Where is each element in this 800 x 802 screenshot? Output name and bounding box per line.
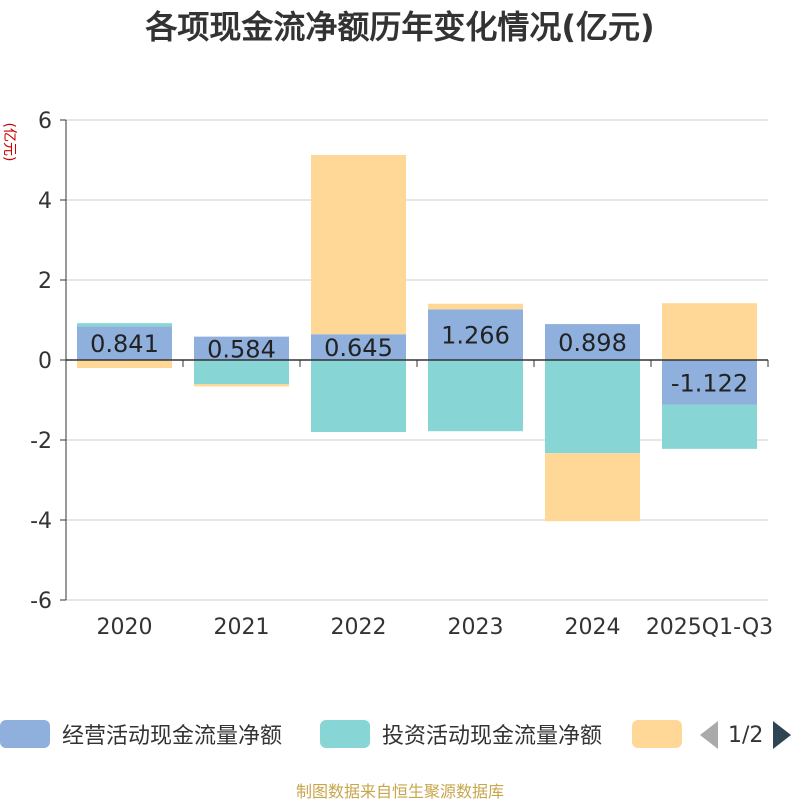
x-tick-label: 2020 (97, 615, 153, 640)
y-tick-label: 0 (38, 349, 52, 374)
bar-investing-2022 (311, 360, 406, 432)
data-label: 0.841 (90, 330, 159, 358)
y-tick-label: -4 (30, 509, 52, 534)
y-tick-label: 4 (38, 189, 52, 214)
x-tick-label: 2024 (565, 615, 621, 640)
bar-investing-2020 (77, 323, 172, 327)
bar-financing-2025Q1-Q3 (662, 303, 757, 360)
bar-financing-2021 (194, 384, 289, 387)
y-tick-label: 2 (38, 269, 52, 294)
bar-operating-2022 (311, 334, 406, 360)
pager-prev-icon[interactable] (700, 721, 718, 749)
bar-operating-2023 (428, 309, 523, 360)
bar-investing-2021 (194, 360, 289, 384)
legend-swatch-investing (320, 720, 370, 748)
legend-swatch-financing (632, 720, 682, 748)
data-label: 0.645 (324, 334, 393, 362)
legend-item-investing[interactable]: 投资活动现金流量净额 (320, 716, 602, 752)
data-label: -1.122 (671, 369, 748, 397)
x-tick-label: 2022 (331, 615, 387, 640)
bar-operating-2024 (545, 324, 640, 360)
x-tick-label: 2021 (214, 615, 270, 640)
pager-next-icon[interactable] (773, 721, 792, 749)
bar-investing-2024 (545, 360, 640, 454)
legend: 经营活动现金流量净额 投资活动现金流量净额 (0, 716, 800, 756)
data-label: 0.898 (558, 329, 627, 357)
data-label: 0.584 (207, 335, 276, 363)
legend-swatch-operating (0, 720, 50, 748)
bar-financing-2022 (311, 155, 406, 335)
data-label: 1.266 (441, 322, 510, 350)
data-source-note: 制图数据来自恒生聚源数据库 (295, 782, 504, 801)
legend-label-investing: 投资活动现金流量净额 (382, 724, 603, 749)
legend-label-operating: 经营活动现金流量净额 (62, 724, 283, 749)
y-tick-label: -6 (30, 589, 52, 614)
bar-operating-2021 (194, 336, 289, 360)
bar-financing-2023 (428, 303, 523, 310)
x-tick-label: 2025Q1-Q3 (646, 615, 773, 640)
bar-financing-2024 (545, 453, 640, 522)
bar-investing-2025Q1-Q3 (662, 404, 757, 449)
bar-operating-2025Q1-Q3 (662, 360, 757, 405)
legend-pager: 1/2 (700, 718, 792, 752)
legend-item-operating[interactable]: 经营活动现金流量净额 (0, 716, 282, 752)
chart-title: 各项现金流净额历年变化情况(亿元) (145, 8, 655, 46)
bar-financing-2020 (77, 360, 172, 368)
legend-item-financing[interactable] (632, 716, 682, 752)
y-tick-label: -2 (30, 429, 52, 454)
x-tick-label: 2023 (448, 615, 504, 640)
chart-canvas: 6 4 2 0 -2 -4 -6 0.841 0.584 0.645 1.266 0.898 -1.12… (30, 109, 773, 640)
pager-page-indicator: 1/2 (728, 722, 764, 748)
bar-operating-2020 (77, 326, 172, 360)
bar-investing-2023 (428, 360, 523, 432)
y-tick-label: 6 (38, 109, 52, 134)
